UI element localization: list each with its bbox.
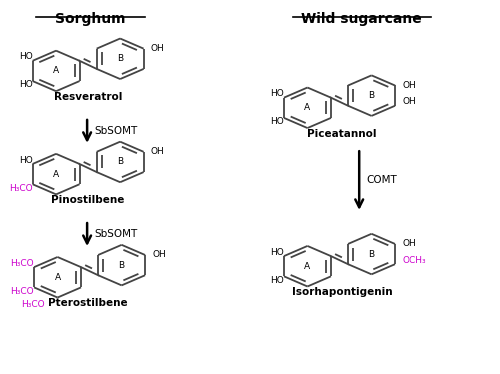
Text: H₃CO: H₃CO xyxy=(10,259,34,268)
Text: B: B xyxy=(368,91,374,100)
Text: Piceatannol: Piceatannol xyxy=(307,129,376,139)
Text: Resveratrol: Resveratrol xyxy=(54,92,122,102)
Text: Sorghum: Sorghum xyxy=(56,12,126,26)
Text: OH: OH xyxy=(402,96,416,105)
Text: HO: HO xyxy=(18,80,32,89)
Text: HO: HO xyxy=(18,156,32,165)
Text: Pterostilbene: Pterostilbene xyxy=(48,298,128,308)
Text: A: A xyxy=(304,262,310,271)
Text: H₃CO: H₃CO xyxy=(10,287,34,296)
Text: HO: HO xyxy=(270,276,284,285)
Text: HO: HO xyxy=(270,89,284,98)
Text: Pinostilbene: Pinostilbene xyxy=(52,195,125,205)
Text: H₃CO: H₃CO xyxy=(9,184,32,193)
Text: HO: HO xyxy=(18,52,32,61)
Text: A: A xyxy=(53,67,59,76)
Text: SbSOMT: SbSOMT xyxy=(94,229,138,239)
Text: A: A xyxy=(304,103,310,112)
Text: B: B xyxy=(117,157,123,166)
Text: OH: OH xyxy=(402,239,416,248)
Text: HO: HO xyxy=(270,117,284,126)
Text: SbSOMT: SbSOMT xyxy=(94,126,138,136)
Text: OH: OH xyxy=(150,147,164,156)
Text: OCH₃: OCH₃ xyxy=(402,256,425,265)
Text: B: B xyxy=(117,54,123,63)
Text: OH: OH xyxy=(150,44,164,53)
Text: A: A xyxy=(54,273,60,282)
Text: H₃CO: H₃CO xyxy=(22,300,45,309)
Text: Isorhapontigenin: Isorhapontigenin xyxy=(292,287,392,297)
Text: B: B xyxy=(118,261,124,270)
Text: OH: OH xyxy=(402,81,416,90)
Text: B: B xyxy=(368,249,374,258)
Text: A: A xyxy=(53,169,59,179)
Text: HO: HO xyxy=(270,248,284,257)
Text: Wild sugarcane: Wild sugarcane xyxy=(302,12,422,26)
Text: COMT: COMT xyxy=(366,175,397,185)
Text: OH: OH xyxy=(152,250,166,259)
